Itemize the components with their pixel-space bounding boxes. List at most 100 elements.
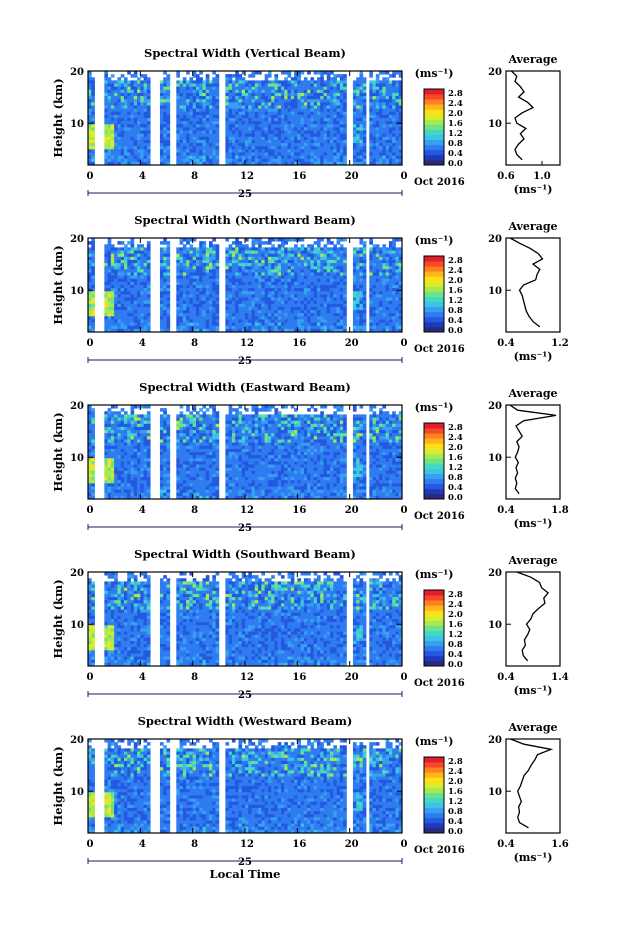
- heatmap-cell: [117, 297, 122, 302]
- heatmap-cell: [251, 250, 256, 255]
- heatmap-cell: [300, 238, 305, 242]
- heatmap-cell: [356, 89, 360, 94]
- colorbar-swatch: [424, 316, 444, 323]
- heatmap-cell: [343, 285, 347, 289]
- heatmap-cell: [385, 294, 390, 298]
- heatmap-cell: [258, 272, 262, 276]
- heatmap-cell: [133, 325, 138, 330]
- heatmap-cell: [140, 152, 144, 156]
- heatmap-cell: [107, 250, 112, 255]
- heatmap-cell: [395, 316, 400, 320]
- heatmap-cell: [238, 297, 243, 302]
- heatmap-cell: [251, 105, 256, 109]
- heatmap-cell: [130, 99, 135, 103]
- heatmap-cell: [159, 319, 164, 323]
- heatmap-cell: [284, 146, 288, 150]
- heatmap-cell: [225, 281, 230, 286]
- heatmap-cell: [326, 92, 331, 97]
- heatmap-cell: [133, 146, 138, 150]
- heatmap-cell: [267, 297, 272, 302]
- heatmap-cell: [107, 328, 112, 333]
- heatmap-cell: [104, 111, 109, 116]
- heatmap-cell: [107, 303, 112, 308]
- heatmap-cell: [104, 285, 109, 289]
- heatmap-cell: [231, 281, 236, 286]
- heatmap-cell: [284, 143, 288, 147]
- heatmap-cell: [310, 313, 315, 317]
- heatmap-cell: [166, 127, 171, 131]
- heatmap-cell: [267, 83, 272, 88]
- heatmap-cell: [359, 247, 364, 251]
- heatmap-cell: [313, 111, 318, 116]
- heatmap-cell: [254, 114, 259, 119]
- heatmap-cell: [271, 96, 275, 100]
- heatmap-cell: [277, 118, 282, 122]
- heatmap-cell: [182, 310, 187, 314]
- heatmap-cell: [248, 319, 252, 323]
- heatmap-cell: [120, 266, 125, 270]
- heatmap-cell: [274, 158, 279, 163]
- heatmap-cell: [326, 127, 331, 131]
- heatmap-cell: [133, 114, 138, 119]
- heatmap-cell: [352, 310, 357, 314]
- heatmap-cell: [284, 71, 288, 75]
- heatmap-cell: [313, 263, 318, 267]
- heatmap-cell: [133, 306, 138, 311]
- heatmap-cell: [166, 247, 171, 251]
- heatmap-cell: [88, 414, 92, 418]
- heatmap-cell: [195, 121, 200, 125]
- heatmap-cell: [114, 259, 118, 264]
- heatmap-cell: [388, 263, 393, 267]
- heatmap-cell: [287, 294, 292, 298]
- heatmap-cell: [88, 458, 92, 462]
- heatmap-cell: [209, 89, 213, 94]
- heatmap-cell: [313, 89, 318, 94]
- heatmap-cell: [176, 291, 180, 295]
- heatmap-cell: [372, 269, 377, 273]
- heatmap-cell: [294, 133, 298, 138]
- heatmap-cell: [146, 322, 151, 327]
- heatmap-cell: [123, 124, 128, 128]
- heatmap-cell: [251, 118, 256, 122]
- heatmap-cell: [379, 291, 383, 295]
- heatmap-cell: [385, 127, 390, 131]
- heatmap-cell: [104, 322, 109, 327]
- heatmap-cell: [166, 105, 171, 109]
- heatmap-cell: [310, 83, 315, 88]
- heatmap-cell: [127, 306, 131, 311]
- heatmap-cell: [179, 300, 184, 305]
- heatmap-cell: [336, 288, 341, 292]
- heatmap-cell: [88, 420, 92, 425]
- heatmap-cell: [199, 278, 203, 283]
- heatmap-cell: [372, 152, 377, 156]
- heatmap-cell: [300, 155, 305, 160]
- heatmap-cell: [202, 136, 207, 141]
- colorbar-swatch: [424, 89, 444, 95]
- heatmap-cell: [267, 247, 272, 251]
- heatmap-cell: [330, 263, 334, 267]
- heatmap-cell: [192, 83, 197, 88]
- heatmap-cell: [267, 306, 272, 311]
- heatmap-cell: [385, 99, 390, 103]
- heatmap-cell: [123, 161, 128, 166]
- heatmap-cell: [199, 303, 203, 308]
- heatmap-cell: [388, 118, 393, 122]
- heatmap-cell: [280, 266, 285, 270]
- heatmap-cell: [238, 139, 243, 144]
- heatmap-cell: [277, 105, 282, 109]
- heatmap-cell: [110, 291, 115, 295]
- heatmap-cell: [133, 136, 138, 141]
- heatmap-cell: [326, 238, 331, 242]
- heatmap-cell: [117, 124, 122, 128]
- heatmap-cell: [107, 473, 112, 478]
- heatmap-cell: [375, 127, 380, 131]
- heatmap-cell: [271, 127, 275, 131]
- heatmap-cell: [130, 297, 135, 302]
- heatmap-cell: [261, 300, 266, 305]
- heatmap-cell: [248, 285, 252, 289]
- heatmap-cell: [284, 105, 288, 109]
- heatmap-cell: [271, 136, 275, 141]
- heatmap-cell: [323, 263, 328, 267]
- heatmap-cell: [241, 139, 246, 144]
- heatmap-cell: [343, 127, 347, 131]
